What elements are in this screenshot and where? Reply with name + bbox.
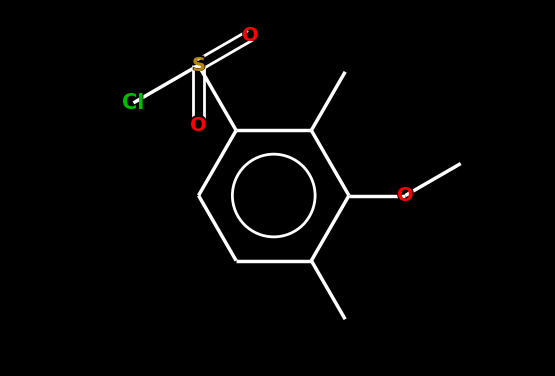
Text: O: O: [397, 186, 413, 205]
Text: O: O: [190, 116, 207, 135]
Text: Cl: Cl: [122, 93, 145, 113]
Text: O: O: [241, 25, 260, 45]
Text: O: O: [243, 26, 259, 45]
Text: S: S: [191, 56, 205, 75]
Text: O: O: [396, 185, 415, 206]
Text: Cl: Cl: [121, 91, 146, 115]
Text: S: S: [190, 55, 206, 75]
Text: O: O: [189, 115, 208, 135]
